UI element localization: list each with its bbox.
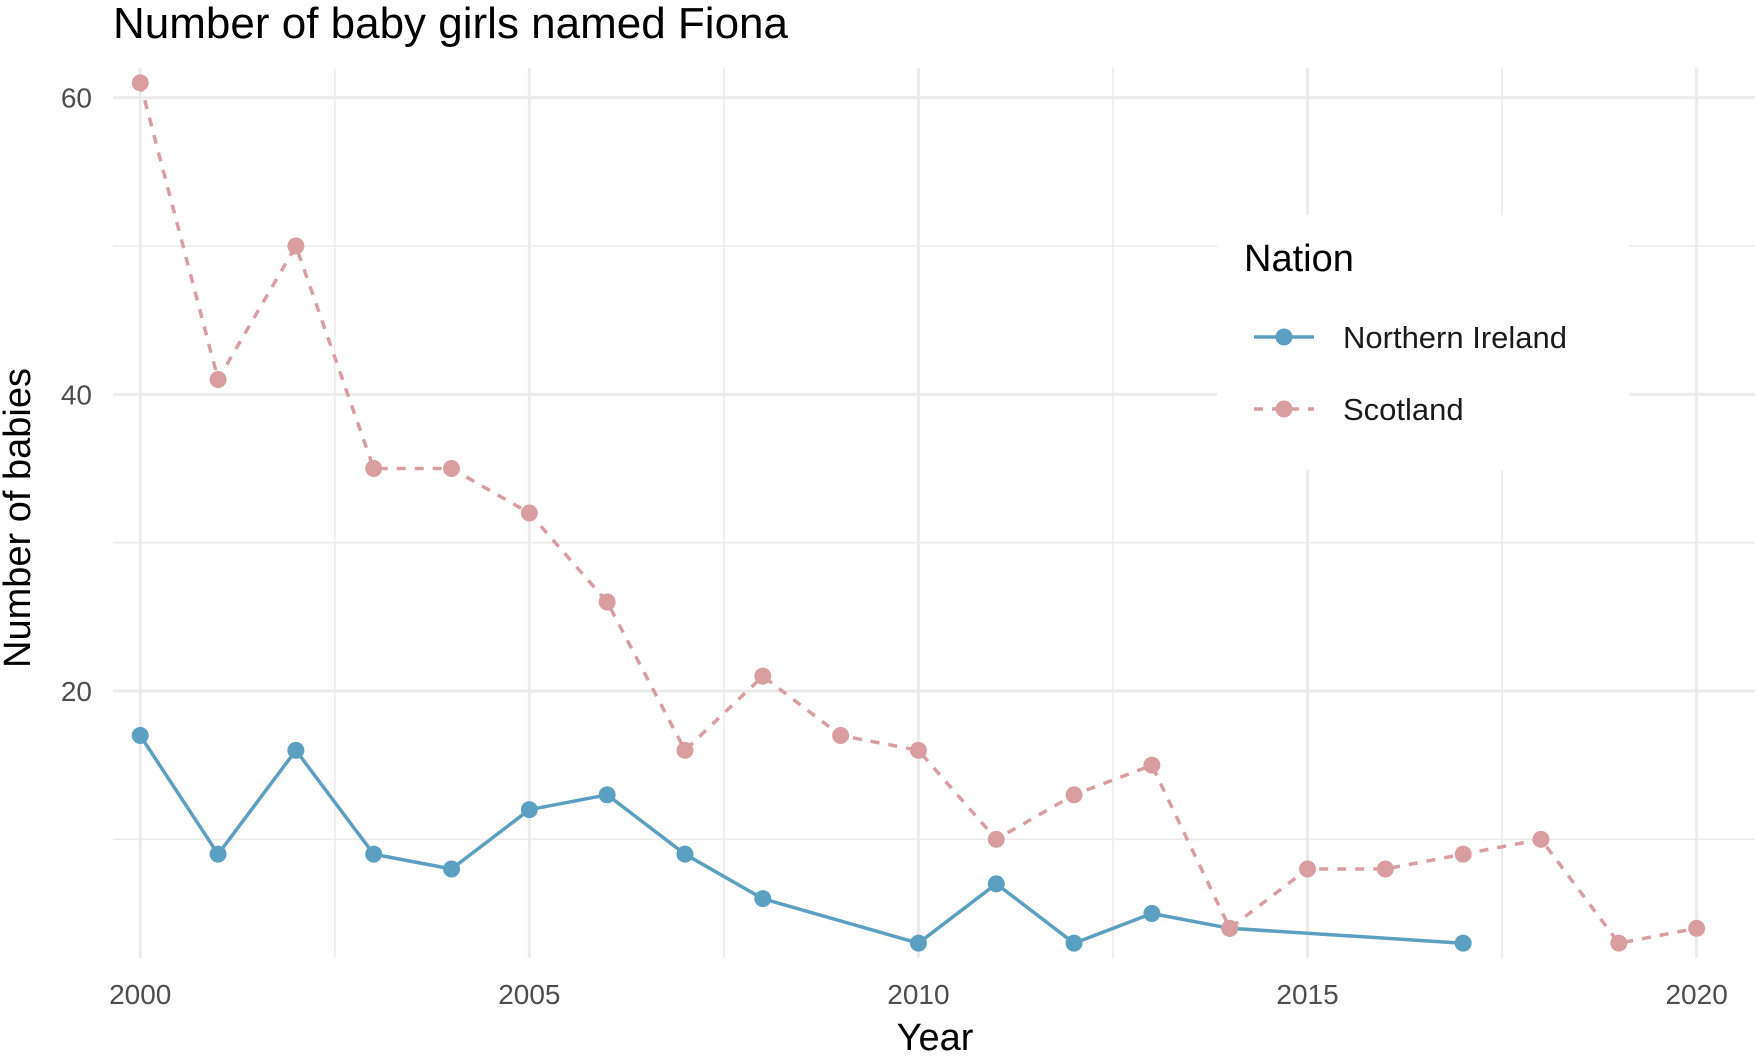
data-point-northern-ireland — [520, 801, 538, 819]
data-point-scotland — [1688, 919, 1706, 937]
data-point-scotland — [832, 727, 850, 744]
series-scotland — [131, 74, 1706, 952]
data-point-scotland — [209, 371, 227, 388]
data-point-scotland — [1221, 919, 1239, 937]
data-point-northern-ireland — [131, 727, 149, 744]
data-point-northern-ireland — [365, 845, 383, 863]
legend: Nation Northern Ireland Scotland — [1217, 215, 1629, 470]
x-tick-label: 2020 — [1665, 979, 1727, 1010]
data-point-scotland — [1532, 830, 1550, 848]
legend-item-northern-ireland: Northern Ireland — [1254, 320, 1567, 355]
data-series — [131, 74, 1706, 952]
x-axis-tick-labels: 2000 2005 2010 2015 2020 — [109, 979, 1728, 1010]
y-axis-title: Number of babies — [0, 368, 39, 668]
data-point-northern-ireland — [209, 845, 227, 863]
data-point-northern-ireland — [598, 786, 616, 804]
data-point-northern-ireland — [754, 890, 772, 908]
x-tick-label: 2005 — [498, 979, 560, 1010]
data-point-scotland — [1299, 860, 1317, 878]
data-point-scotland — [987, 830, 1005, 848]
x-axis-title: Year — [897, 1017, 974, 1057]
x-tick-label: 2015 — [1276, 979, 1338, 1010]
chart-title: Number of baby girls named Fiona — [113, 0, 789, 48]
data-point-northern-ireland — [1065, 934, 1083, 952]
legend-title: Nation — [1244, 238, 1354, 280]
data-point-scotland — [676, 741, 694, 759]
y-tick-label: 60 — [61, 83, 92, 114]
data-point-scotland — [1143, 756, 1161, 774]
x-tick-label: 2000 — [109, 979, 171, 1010]
y-axis-tick-labels: 20 40 60 — [61, 83, 92, 707]
legend-label: Scotland — [1343, 392, 1464, 427]
data-point-scotland — [131, 74, 149, 92]
data-point-northern-ireland — [909, 934, 927, 952]
gridlines — [113, 68, 1755, 958]
legend-items: Northern Ireland Scotland — [1254, 320, 1567, 427]
legend-key-marker — [1275, 328, 1293, 346]
legend-label: Northern Ireland — [1343, 320, 1567, 355]
data-point-northern-ireland — [443, 860, 461, 878]
y-tick-label: 40 — [61, 379, 92, 410]
data-point-scotland — [1376, 860, 1394, 878]
data-point-northern-ireland — [1143, 905, 1161, 922]
data-point-northern-ireland — [287, 741, 305, 759]
data-point-scotland — [598, 593, 616, 611]
data-point-scotland — [754, 667, 772, 685]
data-point-scotland — [287, 237, 305, 255]
legend-item-scotland: Scotland — [1254, 392, 1464, 427]
data-point-scotland — [909, 741, 927, 759]
legend-key-marker — [1275, 400, 1293, 418]
data-point-scotland — [520, 504, 538, 522]
data-point-scotland — [365, 460, 383, 477]
data-point-scotland — [1610, 934, 1628, 952]
data-point-northern-ireland — [1454, 934, 1472, 952]
series-line-scotland — [138, 82, 1697, 945]
data-point-scotland — [1065, 786, 1083, 804]
x-tick-label: 2010 — [887, 979, 949, 1010]
data-point-northern-ireland — [987, 875, 1005, 893]
data-point-scotland — [443, 460, 461, 477]
data-point-scotland — [1454, 845, 1472, 863]
data-point-northern-ireland — [676, 845, 694, 863]
y-tick-label: 20 — [61, 676, 92, 707]
